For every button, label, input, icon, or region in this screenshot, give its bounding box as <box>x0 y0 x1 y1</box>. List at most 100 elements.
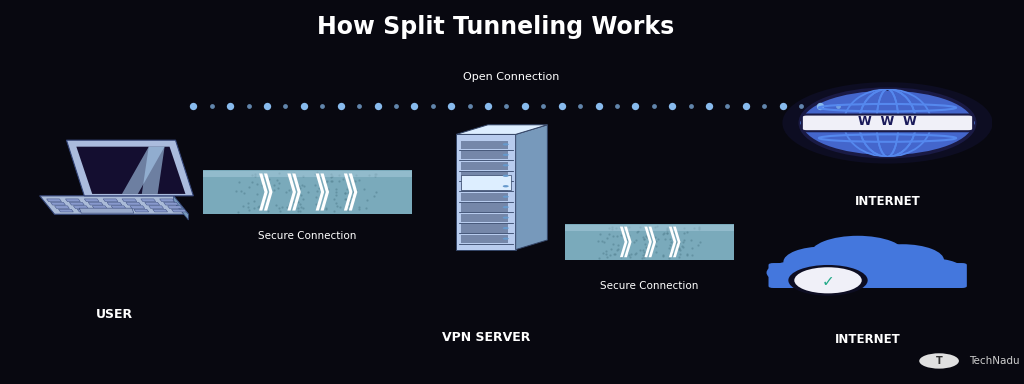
Point <box>606 251 623 257</box>
Point <box>609 246 626 252</box>
Point <box>367 173 383 179</box>
Point <box>326 196 342 202</box>
Text: INTERNET: INTERNET <box>855 195 921 208</box>
Point <box>356 186 373 192</box>
Point <box>628 237 644 243</box>
Polygon shape <box>461 224 508 233</box>
Point <box>329 200 345 206</box>
Point <box>407 103 423 109</box>
Point <box>675 239 691 245</box>
Point <box>593 238 609 244</box>
Point <box>690 224 707 230</box>
Point <box>231 179 248 185</box>
Point <box>292 201 308 207</box>
Point <box>222 103 239 109</box>
Polygon shape <box>141 147 165 194</box>
Point <box>343 194 359 200</box>
Circle shape <box>503 185 509 187</box>
Circle shape <box>783 247 862 277</box>
Point <box>443 103 460 109</box>
Point <box>719 103 735 109</box>
Text: VPN SERVER: VPN SERVER <box>441 331 530 344</box>
Point <box>270 180 287 186</box>
Point <box>329 202 345 209</box>
Point <box>641 238 657 245</box>
Point <box>283 175 299 182</box>
Point <box>621 252 637 258</box>
Point <box>307 182 324 189</box>
Polygon shape <box>461 204 508 212</box>
Point <box>280 204 296 210</box>
Polygon shape <box>461 151 508 159</box>
Point <box>638 244 654 250</box>
Point <box>350 204 367 210</box>
Point <box>737 103 754 109</box>
Point <box>228 188 245 194</box>
Point <box>626 239 642 245</box>
Point <box>266 187 283 193</box>
Point <box>241 184 257 190</box>
Point <box>596 240 612 246</box>
Polygon shape <box>144 202 160 205</box>
Point <box>590 103 606 109</box>
Polygon shape <box>160 199 174 202</box>
Point <box>667 228 683 234</box>
Point <box>310 185 327 191</box>
Polygon shape <box>130 206 144 209</box>
Point <box>603 224 620 230</box>
Point <box>278 103 294 109</box>
Point <box>647 249 664 255</box>
Point <box>637 233 653 239</box>
Point <box>679 252 695 258</box>
Point <box>324 171 340 177</box>
Point <box>274 204 291 210</box>
Point <box>663 239 679 245</box>
Point <box>610 242 627 248</box>
Point <box>331 172 347 178</box>
Point <box>294 196 310 202</box>
Point <box>333 103 349 109</box>
Point <box>340 207 356 214</box>
Ellipse shape <box>172 170 236 214</box>
Polygon shape <box>461 214 508 222</box>
Point <box>290 205 306 211</box>
Point <box>665 230 681 236</box>
Polygon shape <box>315 174 325 210</box>
Polygon shape <box>111 206 126 209</box>
Text: How Split Tunneling Works: How Split Tunneling Works <box>317 15 675 40</box>
Point <box>347 187 364 193</box>
Point <box>255 198 271 204</box>
Point <box>358 197 375 203</box>
Point <box>655 252 672 258</box>
Point <box>351 206 368 212</box>
Point <box>340 197 356 204</box>
Circle shape <box>920 353 958 369</box>
Point <box>324 173 340 179</box>
Polygon shape <box>461 162 508 170</box>
Point <box>260 208 276 214</box>
Polygon shape <box>141 199 156 202</box>
Point <box>256 192 272 198</box>
Polygon shape <box>84 199 99 202</box>
Point <box>290 199 306 205</box>
Polygon shape <box>77 147 185 194</box>
Point <box>337 196 353 202</box>
Point <box>684 252 700 258</box>
Text: T: T <box>936 356 942 366</box>
Point <box>648 223 665 229</box>
Point <box>620 236 636 242</box>
Point <box>648 238 665 244</box>
Polygon shape <box>288 174 296 210</box>
Circle shape <box>503 164 509 166</box>
Point <box>314 103 331 109</box>
Point <box>347 177 364 184</box>
Circle shape <box>861 244 944 276</box>
Point <box>295 205 311 211</box>
Ellipse shape <box>534 223 597 260</box>
Point <box>636 236 652 242</box>
Polygon shape <box>134 209 148 212</box>
Point <box>323 178 339 184</box>
Point <box>669 239 685 245</box>
Point <box>612 232 629 238</box>
Point <box>307 170 324 177</box>
